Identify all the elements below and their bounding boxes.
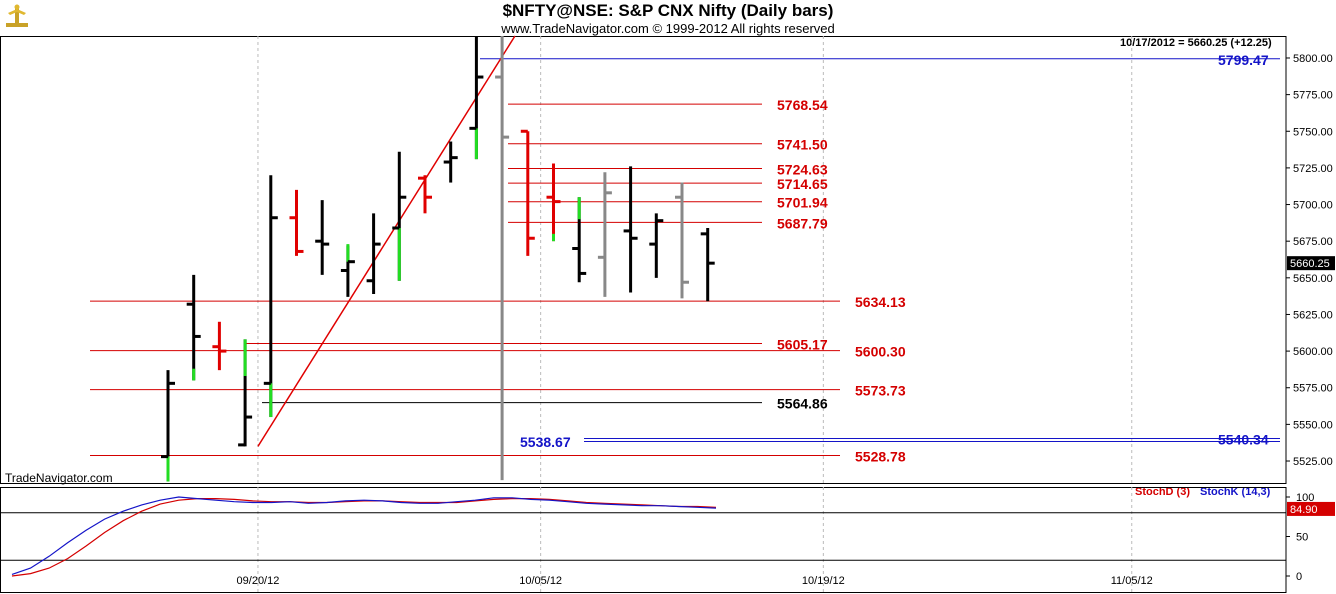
level-label: 5528.78 bbox=[855, 448, 906, 464]
copyright-text: www.TradeNavigator.com © 1999-2012 All r… bbox=[501, 21, 835, 36]
y-tick-label: 5800.00 bbox=[1293, 53, 1333, 65]
price-bar bbox=[546, 163, 561, 242]
stoch-y-tick-label: 0 bbox=[1296, 571, 1302, 583]
level-label: 5538.67 bbox=[520, 434, 571, 450]
price-bar bbox=[161, 370, 175, 482]
stoch-value-box bbox=[1287, 501, 1335, 516]
stoch-k-line bbox=[11, 496, 717, 575]
y-tick-label: 5750.00 bbox=[1293, 126, 1333, 138]
price-bar bbox=[443, 141, 458, 183]
level-label: 5741.50 bbox=[777, 137, 828, 153]
price-bar bbox=[289, 189, 304, 256]
price-bar bbox=[597, 172, 612, 297]
y-tick-label: 5675.00 bbox=[1293, 236, 1333, 248]
level-label: 5701.94 bbox=[777, 195, 828, 211]
price-panel-frame bbox=[0, 36, 1287, 484]
legend-stoch-d: StochD (3) bbox=[1135, 486, 1190, 498]
level-label: 5714.65 bbox=[777, 176, 828, 192]
price-bar bbox=[186, 274, 201, 381]
stoch-d-line bbox=[11, 498, 717, 577]
last-price-label: 5660.25 bbox=[1290, 258, 1330, 270]
price-bar bbox=[495, 36, 510, 481]
price-bar bbox=[212, 321, 227, 371]
y-tick-label: 5775.00 bbox=[1293, 90, 1333, 102]
level-label: 5768.54 bbox=[777, 97, 828, 113]
price-bar bbox=[520, 129, 535, 256]
level-label: 5600.30 bbox=[855, 344, 906, 360]
price-bar bbox=[315, 200, 330, 275]
legend-stoch-k: StochK (14,3) bbox=[1200, 486, 1271, 498]
y-tick-label: 5525.00 bbox=[1293, 456, 1333, 468]
price-readout: 10/17/2012 = 5660.25 (+12.25) bbox=[1120, 37, 1272, 49]
level-label: 5799.47 bbox=[1218, 52, 1269, 68]
price-bar bbox=[238, 339, 253, 447]
y-tick-label: 5725.00 bbox=[1293, 163, 1333, 175]
stoch-y-tick-label: 50 bbox=[1296, 532, 1308, 544]
watermark: TradeNavigator.com bbox=[5, 471, 113, 485]
y-tick-label: 5700.00 bbox=[1293, 200, 1333, 212]
price-bar bbox=[366, 213, 381, 294]
x-tick-label: 10/05/12 bbox=[519, 575, 562, 587]
trade-navigator-logo-icon bbox=[6, 4, 28, 27]
price-bar bbox=[700, 227, 715, 302]
stoch-y-tick-label: 100 bbox=[1296, 492, 1314, 504]
level-label: 5605.17 bbox=[777, 337, 828, 353]
y-tick-label: 5575.00 bbox=[1293, 383, 1333, 395]
price-bar bbox=[263, 175, 278, 418]
y-tick-label: 5650.00 bbox=[1293, 273, 1333, 285]
price-bar bbox=[418, 175, 432, 214]
price-bar bbox=[340, 244, 355, 297]
y-tick-label: 5600.00 bbox=[1293, 346, 1333, 358]
x-tick-label: 09/20/12 bbox=[237, 575, 280, 587]
level-label: 5564.86 bbox=[777, 396, 828, 412]
x-tick-label: 10/19/12 bbox=[802, 575, 845, 587]
price-bar bbox=[649, 213, 664, 278]
trendline bbox=[257, 35, 516, 447]
y-tick-label: 5625.00 bbox=[1293, 309, 1333, 321]
chart-title: $NFTY@NSE: S&P CNX Nifty (Daily bars) bbox=[502, 1, 834, 20]
price-bar bbox=[469, 36, 484, 160]
y-tick-label: 5550.00 bbox=[1293, 419, 1333, 431]
last-price-box bbox=[1287, 256, 1335, 271]
price-bar bbox=[392, 151, 407, 281]
stoch-panel-frame bbox=[0, 487, 1287, 593]
price-bar bbox=[572, 197, 587, 283]
level-label: 5540.34 bbox=[1218, 432, 1269, 448]
level-label: 5724.63 bbox=[777, 161, 828, 177]
stoch-value-label: 84.90 bbox=[1290, 504, 1318, 516]
price-bar bbox=[675, 182, 689, 299]
price-bar bbox=[623, 166, 638, 293]
level-label: 5573.73 bbox=[855, 383, 906, 399]
x-tick-label: 11/05/12 bbox=[1111, 575, 1153, 587]
level-label: 5634.13 bbox=[855, 294, 906, 310]
level-label: 5687.79 bbox=[777, 215, 828, 231]
